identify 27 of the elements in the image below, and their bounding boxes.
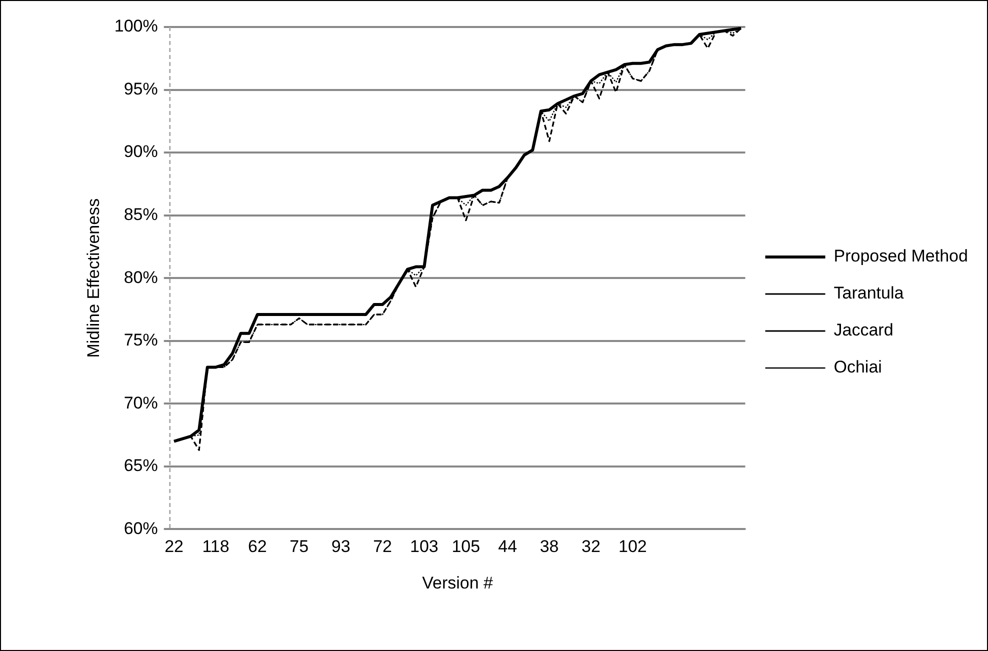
y-tick-label: 95% xyxy=(124,79,158,98)
x-tick-label: 102 xyxy=(618,537,647,556)
x-axis-title: Version # xyxy=(422,573,494,592)
x-tick-label: 103 xyxy=(410,537,438,556)
y-tick-label: 70% xyxy=(124,393,158,412)
x-tick-label: 75 xyxy=(290,537,309,556)
legend-label: Tarantula xyxy=(834,284,904,303)
x-tick-label: 22 xyxy=(164,537,184,556)
y-tick-label: 60% xyxy=(124,518,158,538)
legend-label: Ochiai xyxy=(834,358,882,377)
legend-label: Proposed Method xyxy=(834,246,968,266)
x-tick-label: 62 xyxy=(248,537,267,556)
x-tick-label: 44 xyxy=(498,537,518,556)
x-tick-label: 93 xyxy=(331,537,350,556)
x-tick-label: 72 xyxy=(373,537,392,556)
y-tick-label: 80% xyxy=(124,268,158,287)
legend-label: Jaccard xyxy=(834,320,894,340)
x-tick-label: 118 xyxy=(202,537,230,556)
y-tick-label: 65% xyxy=(124,456,158,476)
y-tick-label: 85% xyxy=(124,205,158,224)
y-tick-label: 100% xyxy=(114,16,158,36)
x-tick-label: 32 xyxy=(582,537,600,556)
y-axis-title: Midline Effectiveness xyxy=(84,198,103,358)
x-tick-label: 38 xyxy=(540,537,559,556)
x-tick-label: 105 xyxy=(452,537,480,556)
y-tick-label: 75% xyxy=(124,330,158,350)
y-tick-label: 90% xyxy=(124,142,158,162)
